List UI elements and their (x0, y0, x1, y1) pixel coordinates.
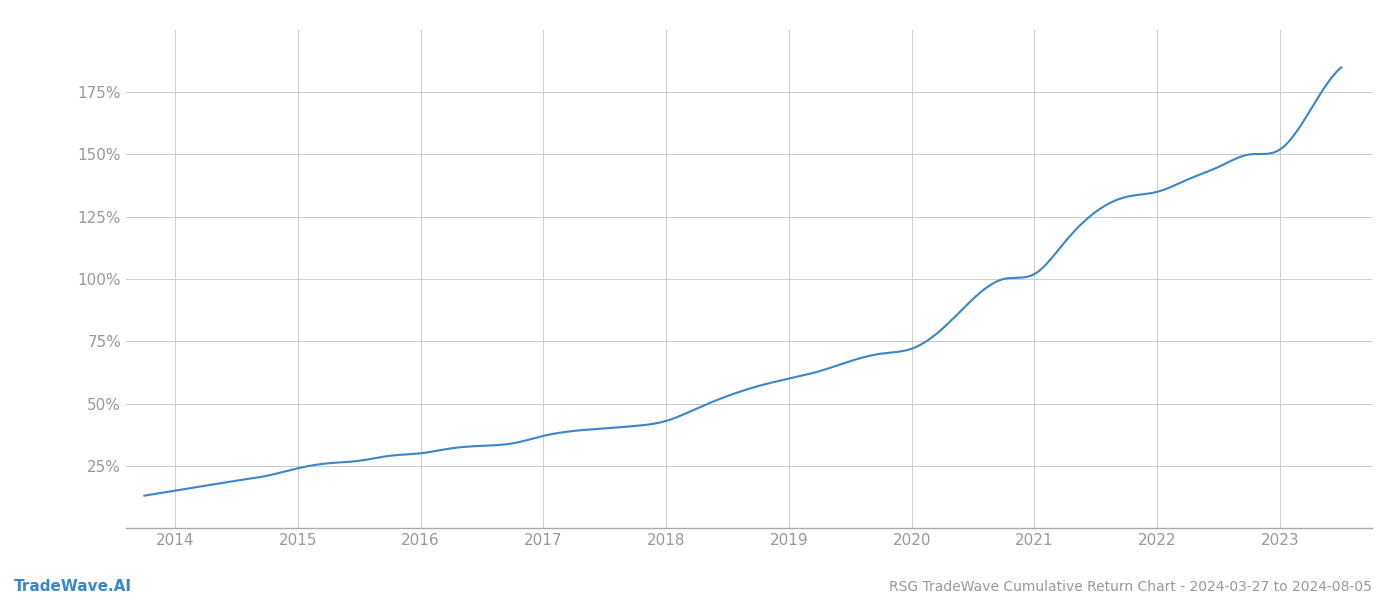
Text: RSG TradeWave Cumulative Return Chart - 2024-03-27 to 2024-08-05: RSG TradeWave Cumulative Return Chart - … (889, 580, 1372, 594)
Text: TradeWave.AI: TradeWave.AI (14, 579, 132, 594)
